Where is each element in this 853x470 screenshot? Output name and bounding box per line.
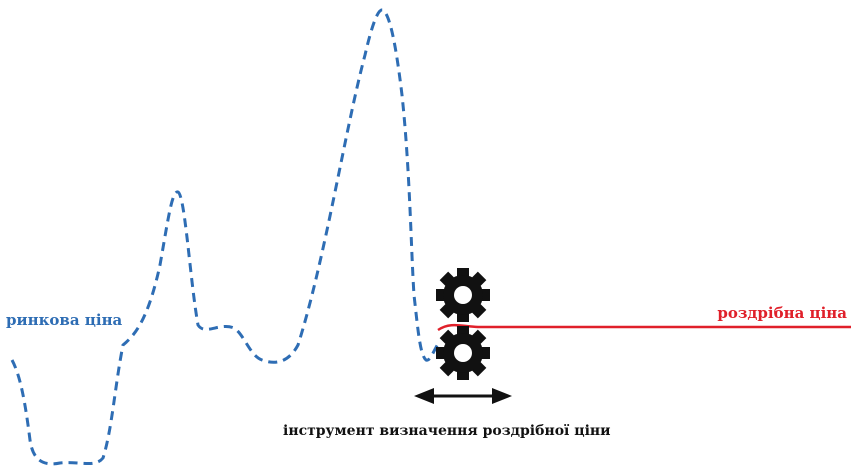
market-price-label: ринкова ціна bbox=[6, 311, 123, 329]
retail-price-label: роздрібна ціна bbox=[717, 304, 847, 322]
market-price-line bbox=[10, 8, 440, 466]
gear-icon bbox=[436, 326, 490, 380]
retail-price-line bbox=[437, 323, 851, 332]
gear-icon bbox=[436, 268, 490, 322]
tool-label: інструмент визначення роздрібної ціни bbox=[283, 423, 611, 439]
double-arrow-icon bbox=[414, 388, 512, 404]
